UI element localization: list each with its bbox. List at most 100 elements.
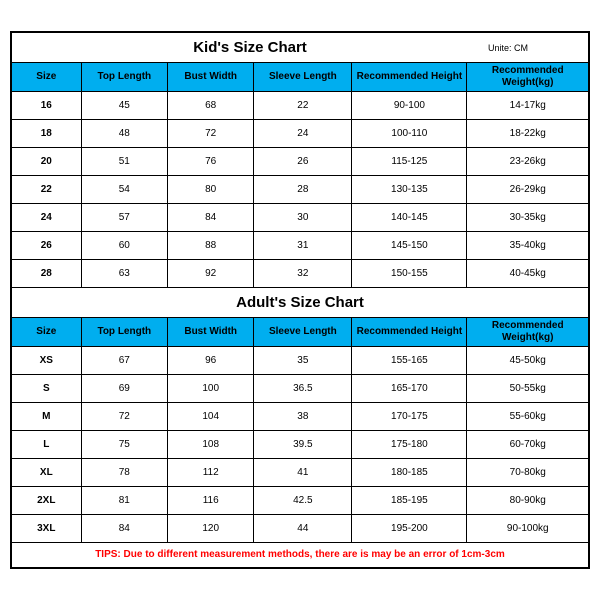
cell: 38 [254,403,352,431]
cell: 80 [168,176,254,204]
table-row: L7510839.5175-18060-70kg [12,431,588,459]
cell: 60 [81,232,167,260]
cell: 36.5 [254,375,352,403]
cell: 116 [168,487,254,515]
cell: 100-110 [352,120,467,148]
table-row: XL7811241180-18570-80kg [12,459,588,487]
cell: 80-90kg [467,487,588,515]
table-row: 24578430140-14530-35kg [12,204,588,232]
kids-body: 1645682290-10014-17kg18487224100-11018-2… [12,92,588,288]
cell: 92 [168,260,254,288]
cell: 42.5 [254,487,352,515]
cell: 40-45kg [467,260,588,288]
cell: 185-195 [352,487,467,515]
cell: 90-100kg [467,515,588,543]
table-row: 2XL8111642.5185-19580-90kg [12,487,588,515]
cell: 100 [168,375,254,403]
cell: 20 [12,148,81,176]
cell: 39.5 [254,431,352,459]
table-row: 20517626115-12523-26kg [12,148,588,176]
cell: 60-70kg [467,431,588,459]
table-row: 3XL8412044195-20090-100kg [12,515,588,543]
cell: 51 [81,148,167,176]
cell: 67 [81,347,167,375]
cell: 75 [81,431,167,459]
cell: 170-175 [352,403,467,431]
cell: 120 [168,515,254,543]
cell: 88 [168,232,254,260]
col-bust: Bust Width [168,63,254,92]
cell: 28 [254,176,352,204]
cell: 18-22kg [467,120,588,148]
cell: XL [12,459,81,487]
cell: 90-100 [352,92,467,120]
cell: 54 [81,176,167,204]
col-weight: Recommended Weight(kg) [467,63,588,92]
cell: 22 [12,176,81,204]
col-size: Size [12,318,81,347]
cell: 35 [254,347,352,375]
cell: 3XL [12,515,81,543]
cell: 76 [168,148,254,176]
cell: 28 [12,260,81,288]
kids-unit: Unite: CM [488,43,588,53]
col-toplen: Top Length [81,318,167,347]
cell: 57 [81,204,167,232]
cell: 140-145 [352,204,467,232]
adults-title: Adult's Size Chart [12,294,588,311]
kids-title: Kid's Size Chart [12,39,488,56]
cell: 108 [168,431,254,459]
cell: 41 [254,459,352,487]
cell: 32 [254,260,352,288]
adults-size-table: Size Top Length Bust Width Sleeve Length… [12,318,588,543]
cell: 31 [254,232,352,260]
cell: 22 [254,92,352,120]
cell: M [12,403,81,431]
col-sleeve: Sleeve Length [254,63,352,92]
col-bust: Bust Width [168,318,254,347]
col-size: Size [12,63,81,92]
adults-body: XS679635155-16545-50kgS6910036.5165-1705… [12,347,588,543]
cell: 24 [254,120,352,148]
table-row: 28639232150-15540-45kg [12,260,588,288]
adults-header-row: Size Top Length Bust Width Sleeve Length… [12,318,588,347]
cell: 14-17kg [467,92,588,120]
cell: L [12,431,81,459]
cell: 175-180 [352,431,467,459]
cell: 2XL [12,487,81,515]
cell: XS [12,347,81,375]
cell: 24 [12,204,81,232]
cell: 81 [81,487,167,515]
table-row: 1645682290-10014-17kg [12,92,588,120]
cell: 30 [254,204,352,232]
table-row: M7210438170-17555-60kg [12,403,588,431]
cell: 18 [12,120,81,148]
cell: 26 [254,148,352,176]
cell: 26-29kg [467,176,588,204]
cell: 84 [168,204,254,232]
table-row: 26608831145-15035-40kg [12,232,588,260]
size-chart-container: Kid's Size Chart Unite: CM Size Top Leng… [10,31,590,569]
cell: 84 [81,515,167,543]
cell: 26 [12,232,81,260]
col-weight: Recommended Weight(kg) [467,318,588,347]
cell: 70-80kg [467,459,588,487]
cell: 55-60kg [467,403,588,431]
col-height: Recommended Height [352,318,467,347]
cell: 150-155 [352,260,467,288]
cell: 180-185 [352,459,467,487]
cell: 96 [168,347,254,375]
cell: 72 [81,403,167,431]
cell: S [12,375,81,403]
cell: 50-55kg [467,375,588,403]
cell: 69 [81,375,167,403]
cell: 104 [168,403,254,431]
cell: 78 [81,459,167,487]
cell: 63 [81,260,167,288]
cell: 115-125 [352,148,467,176]
cell: 165-170 [352,375,467,403]
col-toplen: Top Length [81,63,167,92]
col-sleeve: Sleeve Length [254,318,352,347]
kids-header-row: Size Top Length Bust Width Sleeve Length… [12,63,588,92]
kids-title-row: Kid's Size Chart Unite: CM [12,33,588,63]
